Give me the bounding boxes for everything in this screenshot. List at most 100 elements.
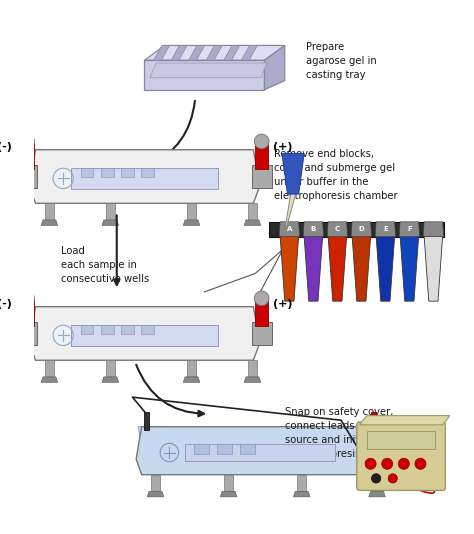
Polygon shape [45, 360, 54, 377]
Polygon shape [304, 237, 323, 301]
Polygon shape [241, 45, 257, 60]
Bar [252, 323, 272, 344]
Bar [17, 323, 37, 344]
Text: C: C [335, 226, 340, 232]
Polygon shape [150, 63, 267, 78]
Polygon shape [194, 444, 209, 454]
Text: (+): (+) [273, 142, 292, 152]
Polygon shape [106, 203, 115, 220]
Circle shape [398, 458, 410, 469]
Circle shape [254, 291, 269, 306]
Polygon shape [147, 491, 164, 497]
Text: F: F [407, 226, 412, 232]
Bar [371, 412, 376, 430]
Polygon shape [106, 360, 115, 377]
Polygon shape [102, 377, 118, 382]
Polygon shape [376, 237, 394, 301]
Polygon shape [352, 237, 371, 301]
Polygon shape [187, 360, 196, 377]
Polygon shape [145, 60, 264, 90]
Polygon shape [121, 168, 134, 177]
Polygon shape [184, 444, 335, 461]
Polygon shape [81, 325, 93, 334]
Text: (-): (-) [0, 299, 11, 309]
Polygon shape [183, 377, 200, 382]
Circle shape [388, 474, 397, 483]
Polygon shape [121, 325, 134, 334]
Polygon shape [248, 360, 257, 377]
Polygon shape [375, 222, 395, 237]
Text: (-): (-) [0, 142, 11, 152]
Polygon shape [248, 203, 257, 220]
Polygon shape [269, 222, 445, 237]
Polygon shape [71, 168, 218, 189]
Polygon shape [102, 220, 118, 225]
Polygon shape [244, 377, 261, 382]
Polygon shape [151, 475, 160, 491]
Polygon shape [154, 45, 170, 60]
Polygon shape [141, 325, 155, 334]
Polygon shape [171, 45, 187, 60]
Circle shape [365, 458, 376, 469]
Polygon shape [399, 222, 419, 237]
Polygon shape [71, 325, 218, 346]
Polygon shape [367, 431, 435, 449]
Polygon shape [424, 237, 443, 301]
Bar [252, 166, 272, 187]
Polygon shape [423, 222, 444, 237]
Circle shape [20, 134, 35, 149]
Bar [21, 143, 34, 169]
Polygon shape [327, 222, 347, 237]
Text: Snap on safety cover,
connect leads to power
source and initiate
electrophoresis: Snap on safety cover, connect leads to p… [285, 407, 401, 459]
Text: (+): (+) [273, 299, 292, 309]
Polygon shape [136, 427, 383, 475]
Polygon shape [138, 427, 382, 451]
Bar [17, 166, 37, 187]
Polygon shape [279, 222, 300, 237]
Polygon shape [400, 237, 419, 301]
Circle shape [20, 291, 35, 306]
Bar [21, 300, 34, 326]
Polygon shape [351, 222, 372, 237]
Circle shape [372, 474, 381, 483]
Text: A: A [287, 226, 292, 232]
Text: Load
each sample in
consecutive wells: Load each sample in consecutive wells [61, 246, 150, 284]
Circle shape [382, 458, 393, 469]
Polygon shape [81, 168, 93, 177]
Polygon shape [297, 475, 306, 491]
Polygon shape [282, 153, 304, 194]
Polygon shape [373, 475, 382, 491]
Bar [255, 143, 268, 169]
Polygon shape [101, 168, 114, 177]
Polygon shape [224, 45, 240, 60]
Polygon shape [284, 191, 297, 237]
Circle shape [254, 134, 269, 149]
Circle shape [415, 458, 426, 469]
Polygon shape [29, 150, 260, 203]
Polygon shape [145, 45, 285, 60]
Polygon shape [217, 444, 232, 454]
Text: B: B [311, 226, 316, 232]
Polygon shape [328, 237, 346, 301]
Polygon shape [187, 203, 196, 220]
Polygon shape [45, 203, 54, 220]
Bar [255, 300, 268, 326]
Polygon shape [224, 475, 233, 491]
Polygon shape [280, 237, 299, 301]
Polygon shape [264, 45, 285, 90]
Polygon shape [293, 491, 310, 497]
Text: E: E [383, 226, 388, 232]
Text: D: D [358, 226, 364, 232]
Polygon shape [189, 45, 205, 60]
Polygon shape [240, 444, 255, 454]
Polygon shape [369, 491, 385, 497]
Polygon shape [183, 220, 200, 225]
Polygon shape [29, 307, 260, 360]
Text: Remove end blocks,
comb and submerge gel
under buffer in the
electrophoresis cha: Remove end blocks, comb and submerge gel… [273, 149, 397, 201]
Polygon shape [359, 415, 450, 425]
Polygon shape [41, 220, 58, 225]
Polygon shape [220, 491, 237, 497]
Polygon shape [41, 377, 58, 382]
Polygon shape [303, 222, 324, 237]
Bar [144, 412, 149, 430]
